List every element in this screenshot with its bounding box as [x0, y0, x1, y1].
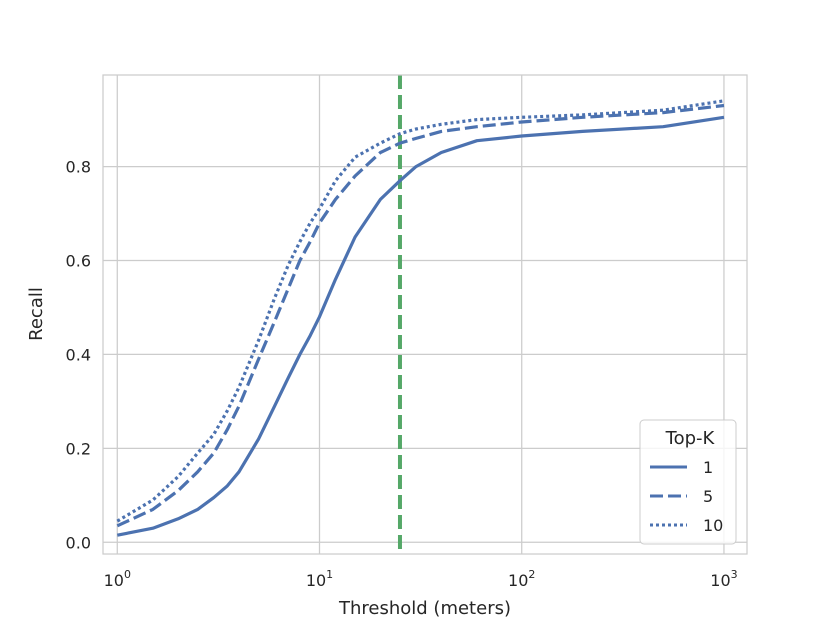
x-tick-exponent-3: 3	[731, 568, 738, 581]
y-tick-label-1: 0.2	[66, 439, 91, 458]
plot-frame	[102, 74, 748, 555]
x-tick-exponent-0: 0	[124, 568, 131, 581]
x-tick-base-3: 10	[710, 571, 730, 590]
legend-title: Top-K	[665, 428, 716, 449]
x-tick-labels: 100 101 102 103	[104, 568, 738, 590]
y-tick-labels: 0.0 0.2 0.4 0.6 0.8	[66, 158, 91, 553]
series-line-top-1	[116, 115, 725, 537]
series-line-top-10	[116, 99, 725, 523]
x-tick-label-1: 101	[306, 568, 333, 590]
legend-label-1: 1	[703, 458, 713, 477]
x-tick-label-3: 103	[710, 568, 737, 590]
series-lines	[116, 99, 725, 537]
x-axis-label: Threshold (meters)	[338, 598, 511, 619]
series-line-top-5	[116, 103, 725, 528]
y-tick-label-2: 0.4	[66, 345, 91, 364]
legend-label-10: 10	[703, 516, 723, 535]
y-tick-label-3: 0.6	[66, 251, 91, 270]
x-tick-base-1: 10	[306, 571, 326, 590]
x-tick-exponent-2: 2	[528, 568, 535, 581]
x-tick-exponent-1: 1	[326, 568, 333, 581]
x-tick-base-2: 10	[508, 571, 528, 590]
y-tick-label-4: 0.8	[66, 158, 91, 177]
x-tick-label-0: 100	[104, 568, 131, 590]
y-axis-label: Recall	[26, 287, 47, 341]
x-tick-label-2: 102	[508, 568, 535, 590]
x-tick-base-0: 10	[104, 571, 124, 590]
legend-box	[639, 419, 737, 545]
legend: Top-K 1 5 10	[639, 419, 737, 545]
y-tick-label-0: 0.0	[66, 533, 91, 552]
legend-label-5: 5	[703, 487, 713, 506]
